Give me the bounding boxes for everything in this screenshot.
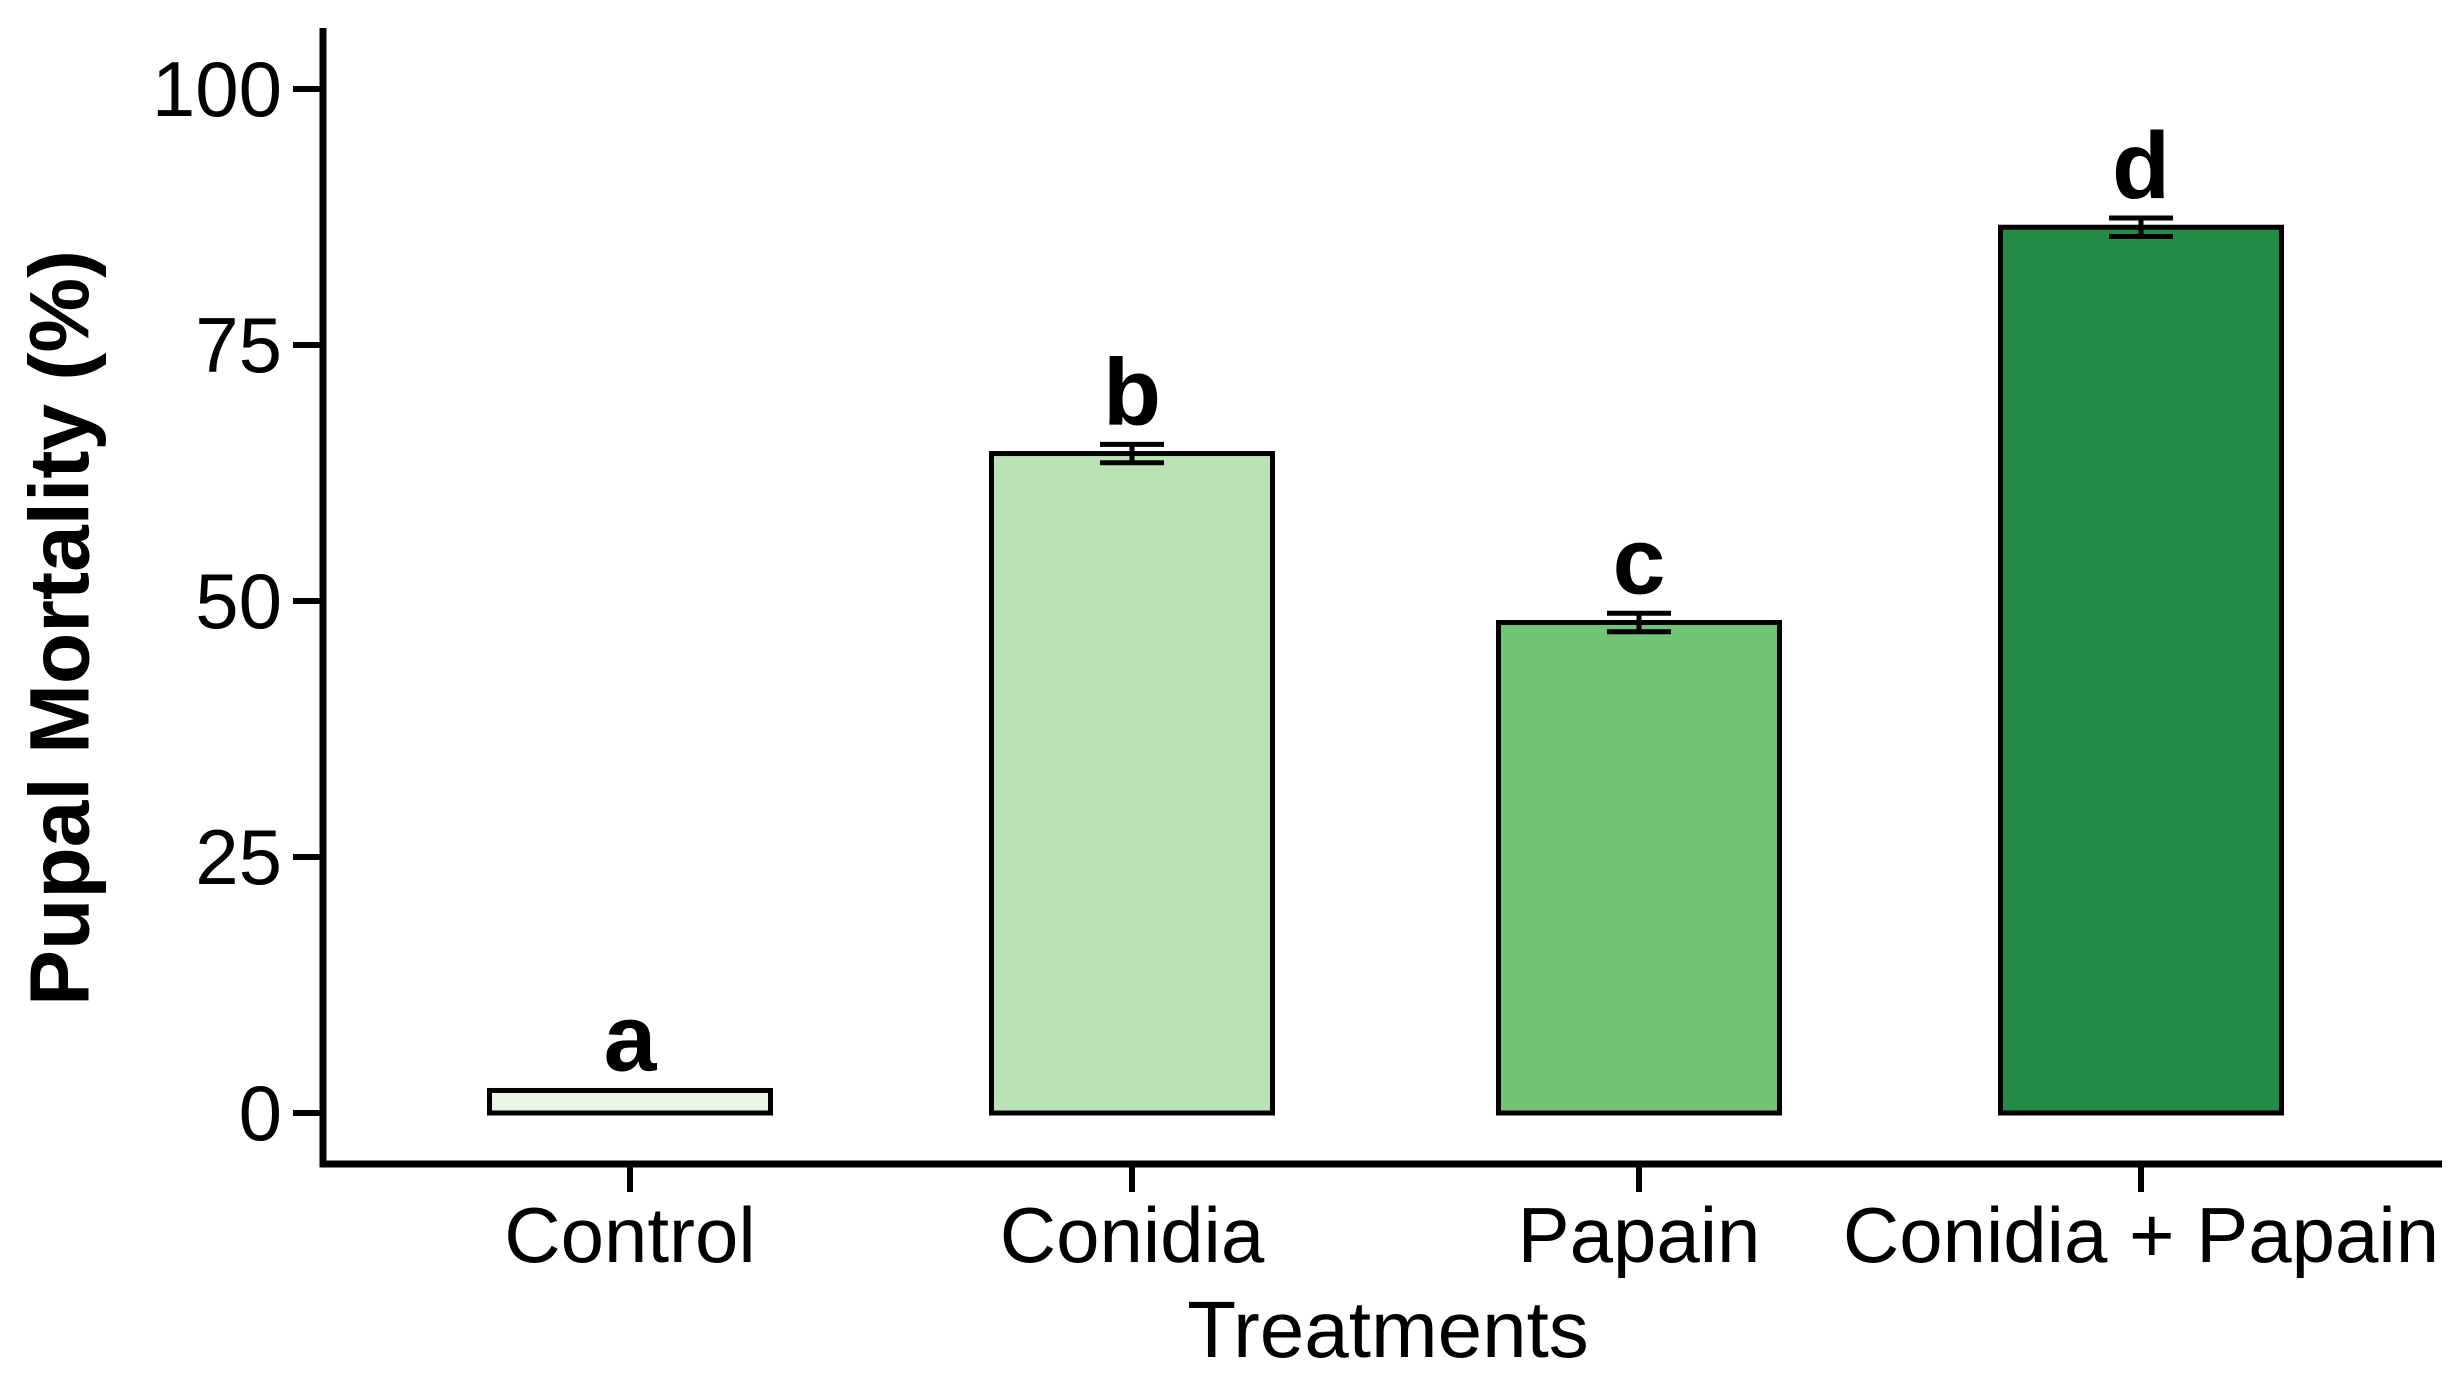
x-category-label-conidia: Conidia (1000, 1191, 1265, 1279)
x-category-label-papain: Papain (1518, 1191, 1761, 1279)
x-category-label-control: Control (504, 1191, 755, 1279)
bar-conidia-papain (1998, 224, 2284, 1116)
bar-papain (1496, 620, 1782, 1116)
x-category-label-conidia-papain: Conidia + Papain (1843, 1191, 2439, 1279)
sig-letter-conidia: b (1103, 339, 1161, 445)
y-tick-label: 100 (152, 45, 282, 133)
bar-control (487, 1087, 773, 1116)
y-tick-label: 0 (239, 1069, 282, 1157)
y-tick-label: 25 (195, 813, 282, 901)
y-tick-label: 75 (195, 301, 282, 389)
y-tick-label: 50 (195, 557, 282, 645)
sig-letter-conidia-papain: d (2112, 113, 2170, 219)
bar-conidia (989, 451, 1275, 1116)
x-axis-title: Treatments (1187, 1285, 1589, 1374)
sig-letter-papain: c (1613, 508, 1666, 614)
sig-letter-control: a (604, 985, 658, 1091)
y-axis-title: Pupal Mortality (%) (12, 249, 107, 1007)
